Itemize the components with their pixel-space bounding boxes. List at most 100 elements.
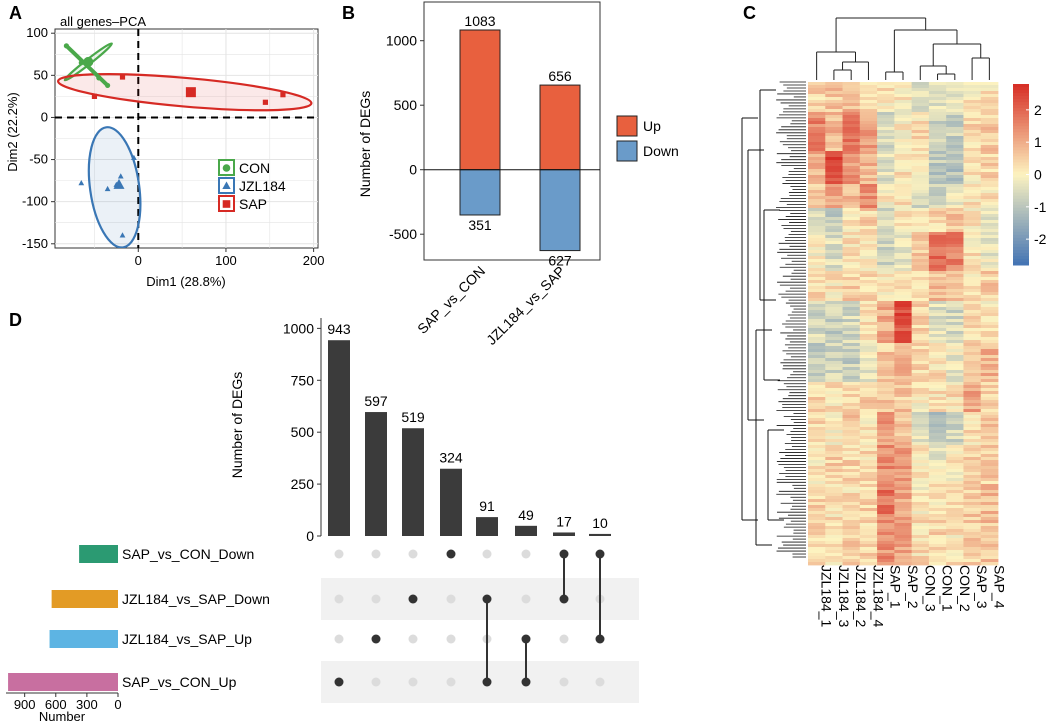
heatmap-cell [980,136,999,140]
heatmap-cell [808,307,826,311]
heatmap-cell [911,463,930,467]
heatmap-cell [963,367,982,371]
heatmap-cell [980,97,999,101]
heatmap-cell [894,223,913,227]
heatmap-cell [980,436,999,440]
heatmap-cell [859,526,878,530]
heatmap-cell [894,538,913,542]
heatmap-cell [825,310,843,314]
heatmap-cell [946,490,964,494]
heatmap-cell [963,544,982,548]
heatmap-cell [980,397,999,401]
heatmap-cell [808,154,826,158]
heatmap-cell [946,385,964,389]
upset-bar-label: 324 [439,450,463,466]
heatmap-cell [825,223,843,227]
heatmap-cell [928,325,947,329]
heatmap-cell [842,388,861,392]
heatmap-cell [894,157,913,161]
heatmap-cell [946,382,964,386]
heatmap-cell [825,211,843,215]
heatmap-cell [946,484,964,488]
color-scale-step [1013,243,1029,248]
heatmap-cell [825,202,843,206]
heatmap-cell [980,541,999,545]
heatmap-cell [911,529,930,533]
heatmap-cell [894,304,913,308]
heatmap-cell [946,283,964,287]
heatmap-cell [946,97,964,101]
heatmap-cell [963,505,982,509]
heatmap-cell [894,178,913,182]
heatmap-cell [859,304,878,308]
heatmap-cell [842,391,861,395]
heatmap-cell [980,184,999,188]
heatmap-cell [911,229,930,233]
heatmap-cell [894,283,913,287]
heatmap-cell [894,427,913,431]
heatmap-cell [946,427,964,431]
heatmap-cell [963,490,982,494]
heatmap-cell [911,199,930,203]
heatmap-cell [808,109,826,113]
heatmap-cell [877,133,895,137]
heatmap-cell [980,262,999,266]
heatmap-cell [808,310,826,314]
heatmap-cell [911,550,930,554]
heatmap-cell [911,538,930,542]
heatmap-cell [859,331,878,335]
heatmap-cell [894,211,913,215]
heatmap-cell [894,445,913,449]
heatmap-cell [842,382,861,386]
heatmap-cell [946,148,964,152]
heatmap-cell [963,286,982,290]
heatmap-cell [859,250,878,254]
heatmap-cell [980,394,999,398]
heatmap-cell [980,505,999,509]
heatmap-cell [946,406,964,410]
heatmap-cell [859,328,878,332]
pca-ellipse-sap [57,73,313,112]
heatmap-cell [980,382,999,386]
heatmap-cell [894,190,913,194]
heatmap-cell [980,220,999,224]
heatmap-cell [928,265,947,269]
heatmap-cell [946,454,964,458]
heatmap-cell [963,220,982,224]
heatmap-cell [808,358,826,362]
upset-matrix-dot-empty [446,634,456,644]
heatmap-cell [825,514,843,518]
heatmap-cells [808,82,999,566]
heatmap-cell [911,103,930,107]
heatmap-cell [894,433,913,437]
heatmap-cell [894,136,913,140]
heatmap-cell [980,481,999,485]
heatmap-cell [842,313,861,317]
heatmap-cell [859,214,878,218]
color-scale-step [1013,180,1029,185]
heatmap-cell [859,442,878,446]
heatmap-cell [963,517,982,521]
heatmap-cell [808,403,826,407]
heatmap-cell [928,412,947,416]
heatmap-cell [894,397,913,401]
heatmap-cell [859,541,878,545]
heatmap-cell [825,535,843,539]
pca-legend-marker-jzl [222,181,231,190]
heatmap-cell [859,217,878,221]
heatmap-cell [894,382,913,386]
heatmap-cell [842,235,861,239]
heatmap-cell [859,448,878,452]
heatmap-cell [946,502,964,506]
heatmap-cell [825,331,843,335]
heatmap-cell [877,562,895,566]
heatmap-cell [946,562,964,566]
heatmap-cell [963,235,982,239]
heatmap-cell [877,424,895,428]
heatmap-cell [980,82,999,86]
heatmap-cell [963,232,982,236]
heatmap-cell [946,448,964,452]
heatmap-cell [808,487,826,491]
heatmap-cell [963,274,982,278]
heatmap-cell [963,463,982,467]
